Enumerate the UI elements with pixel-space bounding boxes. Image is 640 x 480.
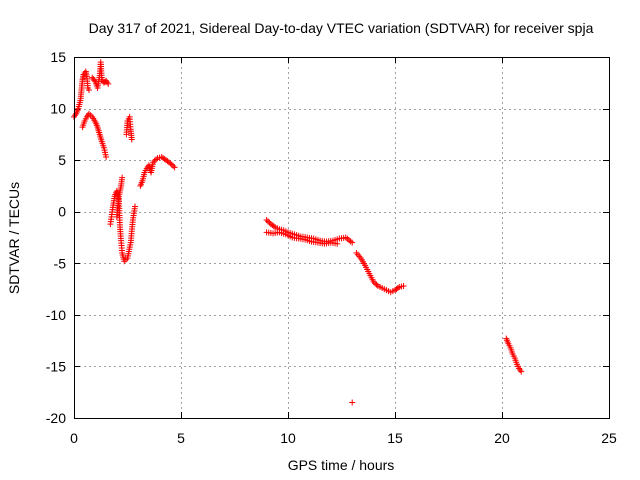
series-arc-9 bbox=[263, 229, 341, 247]
plot-frame bbox=[74, 57, 610, 419]
y-tick-label: 15 bbox=[50, 49, 66, 65]
series-arc-7 bbox=[137, 154, 178, 189]
data-point bbox=[270, 223, 277, 230]
data-point bbox=[167, 160, 174, 167]
data-point bbox=[168, 161, 175, 168]
data-point bbox=[170, 162, 177, 169]
data-point bbox=[171, 164, 178, 171]
data-point bbox=[105, 80, 112, 87]
data-point bbox=[334, 240, 341, 247]
y-tick-label: -15 bbox=[46, 358, 66, 374]
series-arc-5 bbox=[113, 174, 126, 220]
data-point bbox=[349, 399, 356, 406]
data-point bbox=[150, 159, 157, 166]
series-arc-1 bbox=[71, 68, 92, 120]
data-point bbox=[103, 154, 110, 161]
x-tick-label: 15 bbox=[387, 430, 403, 446]
data-point bbox=[518, 368, 525, 375]
chart-title: Day 317 of 2021, Sidereal Day-to-day VTE… bbox=[89, 20, 594, 36]
data-point bbox=[265, 218, 272, 225]
data-point bbox=[128, 136, 135, 143]
data-point bbox=[400, 282, 407, 289]
series-arc-6 bbox=[123, 113, 135, 143]
y-tick-label: 0 bbox=[58, 204, 66, 220]
data-point bbox=[263, 216, 270, 223]
y-tick-label: 10 bbox=[50, 101, 66, 117]
data-point bbox=[370, 278, 377, 285]
data-point bbox=[119, 174, 126, 181]
x-tick-labels: 0 5 10 15 20 25 bbox=[70, 430, 617, 446]
x-tick-label: 25 bbox=[601, 430, 617, 446]
x-tick-label: 5 bbox=[177, 430, 185, 446]
x-tick-label: 0 bbox=[70, 430, 78, 446]
x-axis-label: GPS time / hours bbox=[288, 457, 395, 473]
data-point bbox=[91, 77, 98, 84]
data-point bbox=[394, 285, 401, 292]
series-arc-11 bbox=[349, 399, 356, 406]
y-tick-label: -10 bbox=[46, 307, 66, 323]
series-arc-10 bbox=[353, 249, 407, 296]
y-tick-label: -20 bbox=[46, 410, 66, 426]
data-point bbox=[372, 280, 379, 287]
data-point bbox=[151, 157, 158, 164]
data-point bbox=[349, 239, 356, 246]
series-arc-12 bbox=[503, 335, 525, 375]
y-axis-label: SDTVAR / TECUs bbox=[6, 182, 22, 294]
data-point bbox=[153, 156, 160, 163]
data-point bbox=[131, 203, 138, 210]
y-tick-labels: 15 10 5 0 -5 -10 -15 -20 bbox=[46, 49, 66, 426]
data-series bbox=[71, 59, 525, 406]
y-tick-label: 5 bbox=[58, 152, 66, 168]
series-arc-2 bbox=[79, 110, 110, 161]
series-arc-4 bbox=[107, 188, 138, 265]
data-point bbox=[85, 87, 92, 94]
x-tick-label: 10 bbox=[280, 430, 296, 446]
y-tick-label: -5 bbox=[54, 255, 67, 271]
series-arc-3 bbox=[89, 59, 112, 91]
data-point bbox=[373, 281, 380, 288]
x-tick-label: 20 bbox=[494, 430, 510, 446]
